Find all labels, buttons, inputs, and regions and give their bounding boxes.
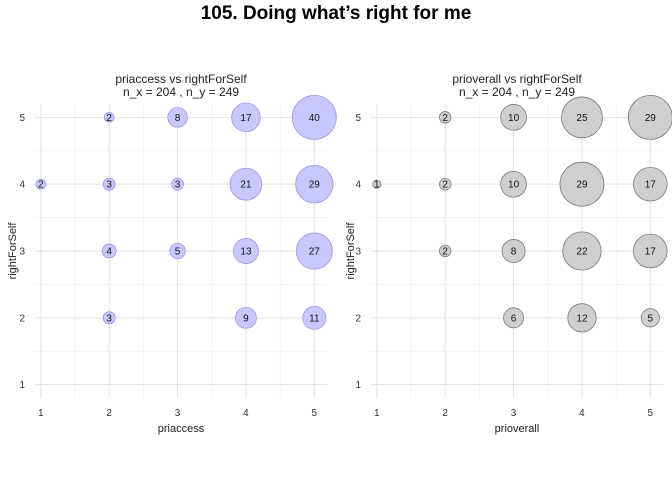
x-tick-label: 5: [312, 408, 318, 419]
bubble-count-label: 8: [511, 247, 517, 258]
x-tick-label: 2: [442, 408, 448, 419]
bubble-point: [627, 94, 672, 140]
bubble-point: [501, 239, 526, 263]
x-tick-label: 4: [579, 408, 585, 419]
bubble-point: [372, 179, 382, 189]
bubble-count-label: 5: [175, 247, 181, 258]
panel-subtitle: n_x = 204 , n_y = 249: [459, 85, 575, 99]
bubble-count-label: 12: [576, 313, 588, 324]
bubble-point: [233, 238, 259, 264]
bubble-count-label: 2: [442, 180, 448, 191]
bubble-point: [235, 306, 257, 329]
y-tick-label: 2: [355, 313, 361, 324]
bubble-count-label: 10: [508, 180, 520, 191]
y-tick-label: 3: [19, 247, 25, 258]
bubble-point: [169, 242, 186, 260]
x-axis-label: prioverall: [495, 423, 540, 435]
bubble-point: [101, 243, 117, 259]
bubble-count-label: 27: [309, 247, 321, 258]
bubble-count-label: 29: [576, 180, 588, 191]
y-tick-label: 5: [355, 113, 361, 124]
bubble-count-label: 29: [309, 180, 321, 191]
bubble-count-label: 17: [240, 113, 252, 124]
bubble-count-label: 8: [175, 113, 181, 124]
y-tick-label: 1: [355, 380, 361, 391]
bubble-count-label: 1: [374, 180, 380, 191]
bubble-count-label: 17: [645, 180, 657, 191]
bubble-count-label: 10: [508, 113, 520, 124]
bubble-point: [171, 177, 185, 191]
bubble-count-label: 25: [576, 113, 588, 124]
bubble-count-label: 40: [309, 113, 321, 124]
bubble-count-label: 3: [175, 180, 181, 191]
x-tick-label: 4: [243, 408, 249, 419]
bubble-point: [633, 166, 668, 202]
x-tick-label: 1: [374, 408, 380, 419]
bubble-point: [229, 167, 263, 201]
bubble-count-label: 2: [38, 180, 44, 191]
figure-title: 105. Doing what’s right for me: [200, 3, 472, 24]
bubble-point: [102, 311, 116, 325]
bubble-count-label: 22: [576, 247, 588, 258]
bubble-count-label: 5: [648, 313, 654, 324]
bubble-count-label: 9: [243, 313, 249, 324]
bubble-point: [567, 303, 597, 333]
bubble-point: [500, 170, 527, 198]
bubble-point: [633, 233, 668, 269]
bubble-point: [439, 111, 452, 124]
y-tick-label: 5: [19, 113, 25, 124]
bubble-point: [439, 244, 452, 258]
bubble-count-label: 2: [106, 113, 112, 124]
y-axis-label: rightForSelf: [345, 222, 357, 280]
bubble-count-label: 2: [442, 247, 448, 258]
panel-title: priaccess vs rightForSelf: [115, 72, 247, 86]
bubble-count-label: 3: [106, 180, 112, 191]
y-tick-label: 1: [19, 380, 25, 391]
x-axis-label: priaccess: [158, 423, 205, 435]
bubble-point: [295, 232, 333, 270]
bubble-count-label: 4: [106, 247, 112, 258]
bubble-count-label: 3: [106, 313, 112, 324]
bubble-point: [640, 308, 660, 328]
bubble-point: [561, 96, 603, 139]
bubble-count-label: 2: [442, 113, 448, 124]
bubble-count-label: 6: [511, 313, 517, 324]
bubble-count-label: 17: [645, 247, 657, 258]
y-tick-label: 4: [19, 180, 25, 191]
bubble-point: [167, 107, 188, 128]
bubble-point: [302, 305, 327, 330]
bubble-count-label: 13: [240, 247, 252, 258]
x-tick-label: 3: [511, 408, 517, 419]
x-tick-label: 1: [38, 408, 44, 419]
bubble-count-label: 11: [309, 313, 320, 324]
bubble-point: [503, 307, 524, 329]
y-tick-label: 3: [355, 247, 361, 258]
panel-subtitle: n_x = 204 , n_y = 249: [123, 85, 239, 99]
bubble-point: [35, 178, 47, 190]
bubble-point: [231, 102, 261, 133]
bubble-point: [562, 231, 602, 271]
bubble-count-label: 21: [240, 180, 252, 191]
panel-title: prioverall vs rightForSelf: [452, 72, 582, 86]
bubble-point: [500, 104, 527, 131]
x-tick-label: 3: [175, 408, 181, 419]
bubble-point: [295, 165, 334, 204]
y-tick-label: 2: [19, 313, 25, 324]
bubble-count-label: 29: [645, 113, 657, 124]
x-tick-label: 5: [648, 408, 654, 419]
x-tick-label: 2: [106, 408, 112, 419]
bubble-point: [103, 112, 115, 123]
y-axis-label: rightForSelf: [7, 222, 19, 280]
bubble-point: [439, 178, 452, 191]
bubble-point: [291, 94, 337, 140]
bubble-point: [102, 177, 116, 191]
y-tick-label: 4: [355, 180, 361, 191]
bubble-point: [559, 161, 605, 207]
